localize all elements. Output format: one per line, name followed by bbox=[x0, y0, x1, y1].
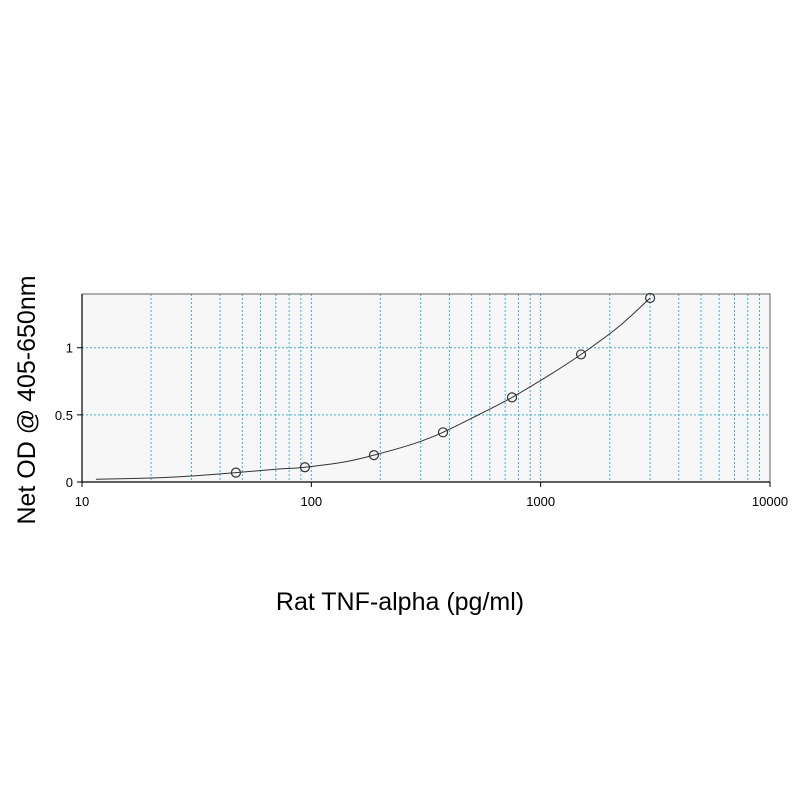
y-tick-label: 1 bbox=[66, 341, 73, 356]
chart-text: Net OD @ 405-650nm Rat TNF-alpha (pg/ml) bbox=[13, 275, 524, 616]
data-point bbox=[575, 349, 587, 360]
plot-background bbox=[82, 294, 770, 482]
y-tick-label: 0.5 bbox=[55, 408, 73, 423]
x-tick-label: 10000 bbox=[752, 494, 788, 509]
x-tick-label: 10 bbox=[75, 494, 89, 509]
data-point bbox=[230, 467, 242, 478]
plot-area: 0 0.5 1 10 100 1000 10000 bbox=[55, 292, 788, 509]
data-point bbox=[506, 392, 518, 403]
x-tick-label: 100 bbox=[300, 494, 322, 509]
y-axis-label: Net OD @ 405-650nm bbox=[13, 275, 41, 524]
data-point bbox=[644, 292, 656, 304]
data-point bbox=[368, 450, 380, 461]
y-tick-label: 0 bbox=[66, 475, 73, 490]
data-point bbox=[437, 427, 449, 438]
data-point bbox=[299, 462, 311, 473]
fitted-curve bbox=[95, 297, 651, 480]
x-axis-label: Rat TNF-alpha (pg/ml) bbox=[276, 588, 524, 616]
x-tick-label: 1000 bbox=[526, 494, 555, 509]
